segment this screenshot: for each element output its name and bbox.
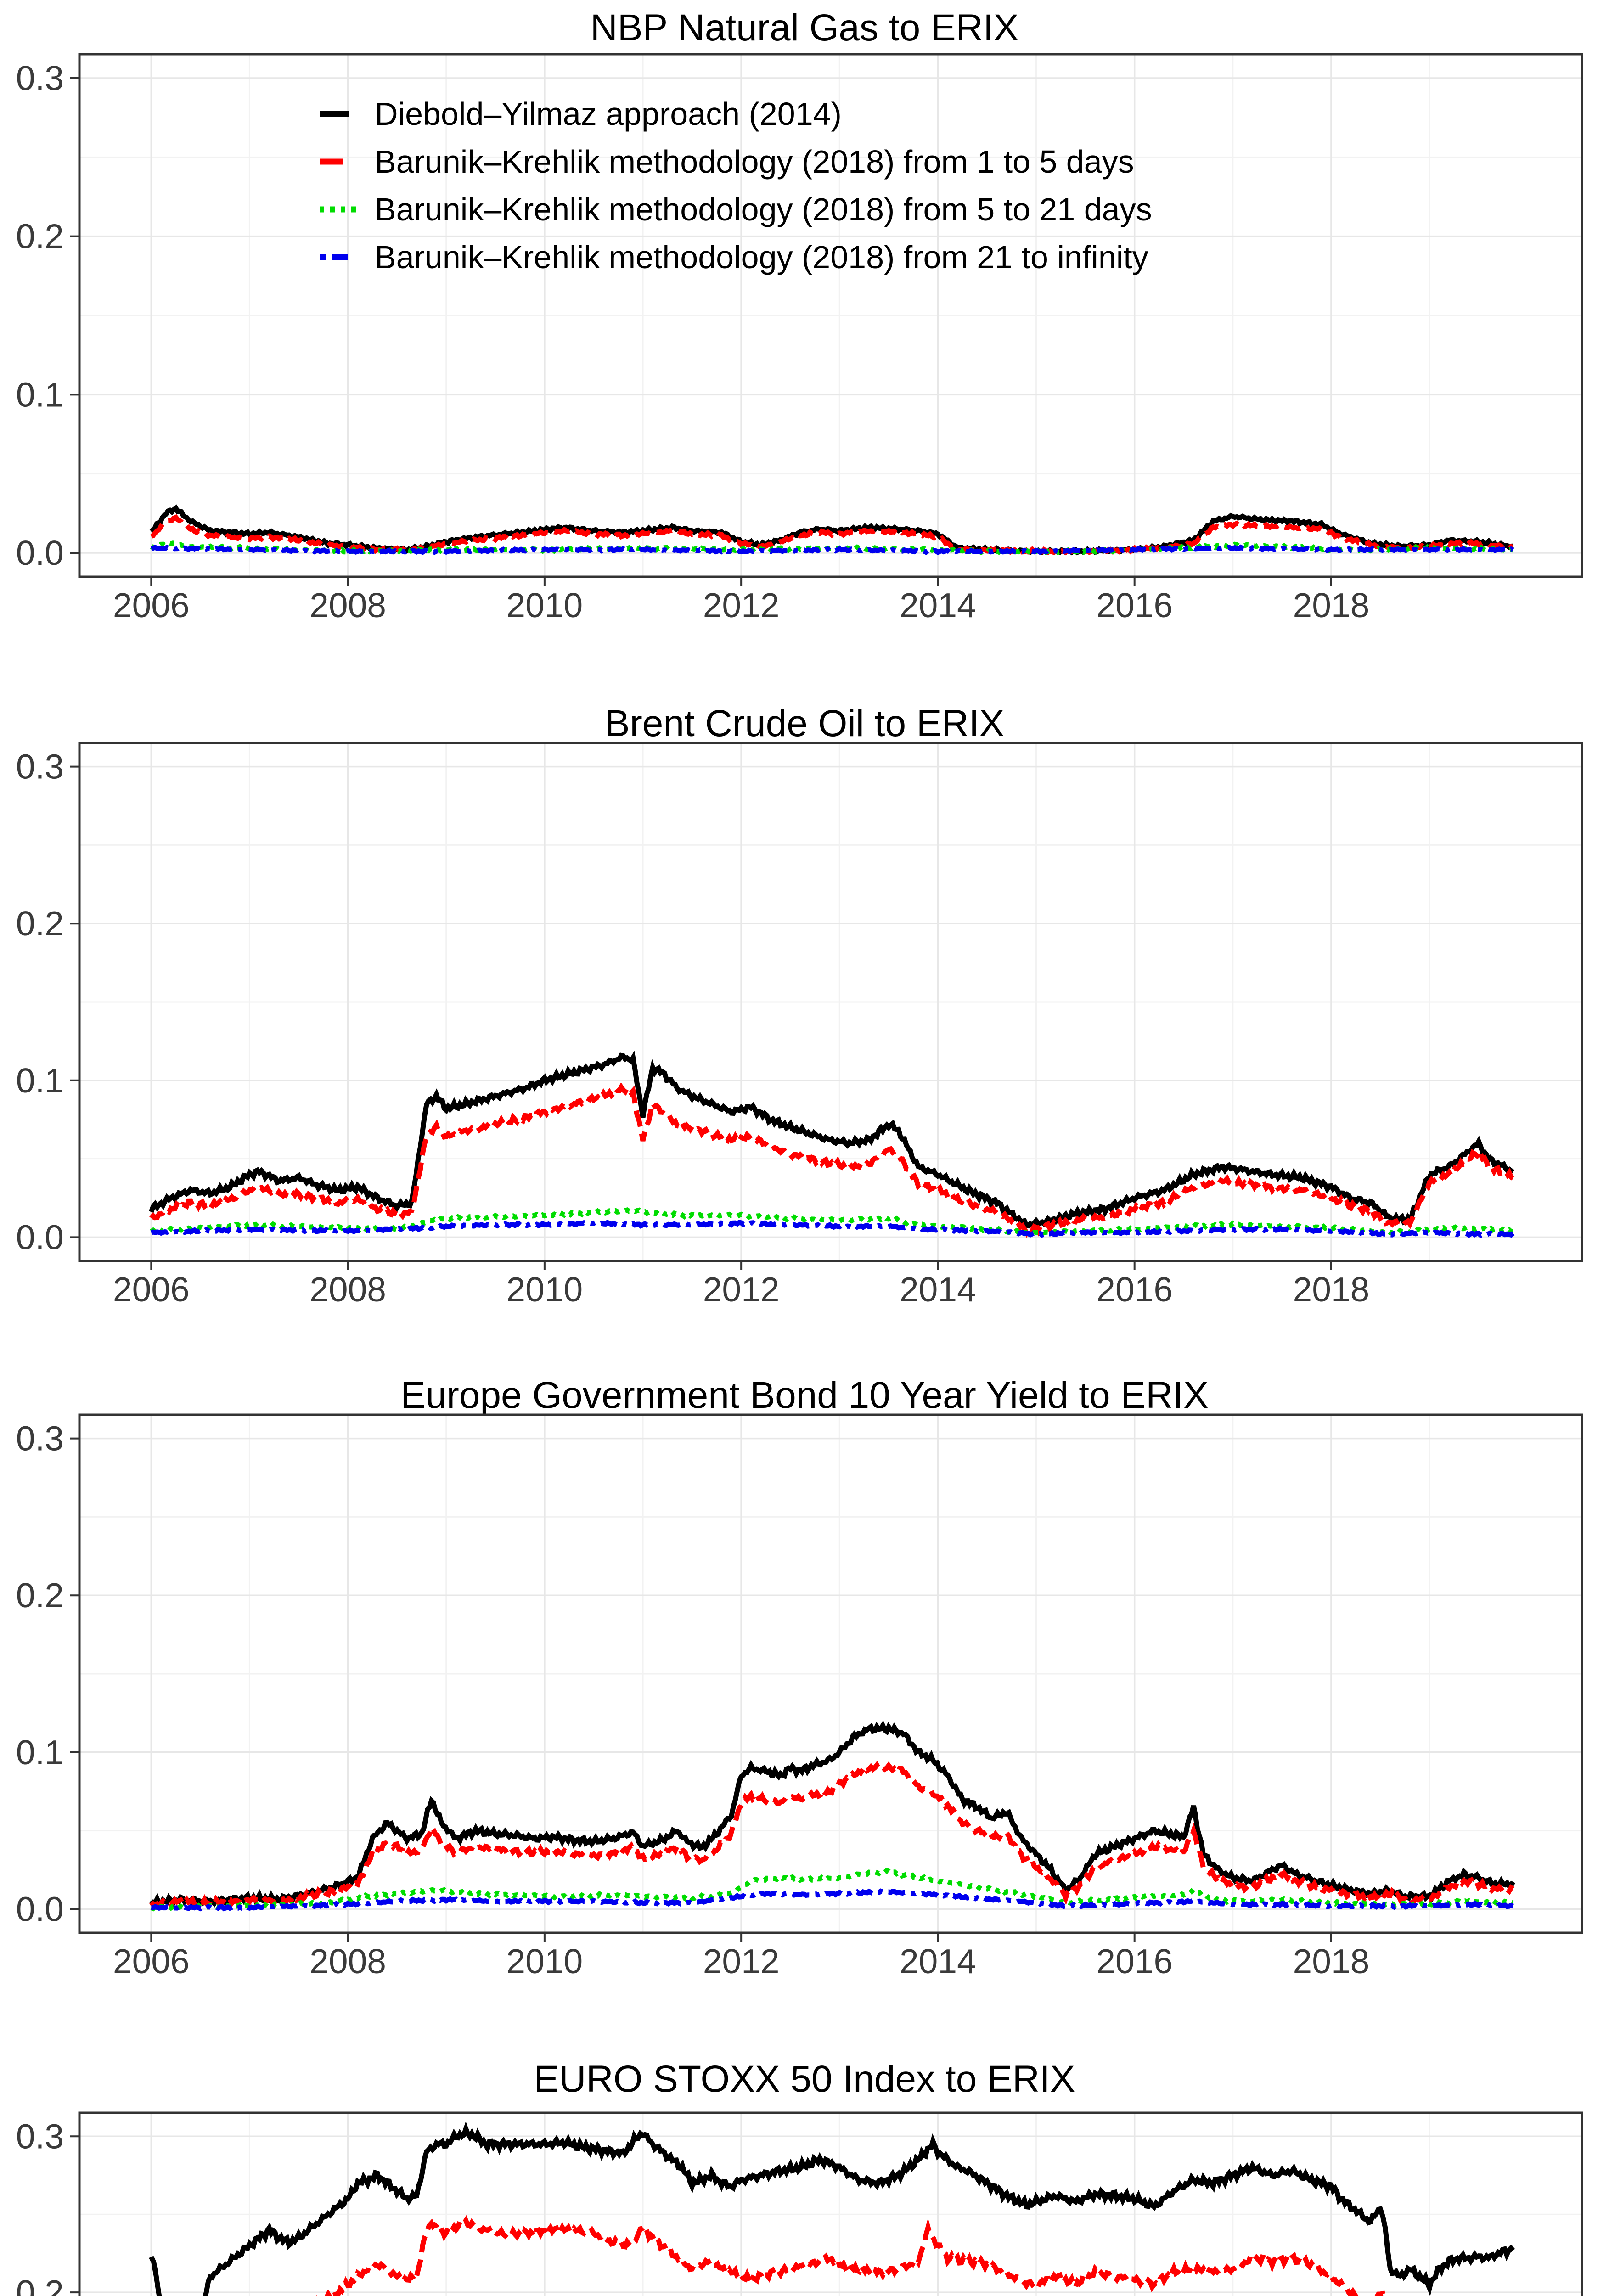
- legend-key-solid-black-line-icon: [320, 111, 349, 117]
- x-tick-label: 2006: [113, 1270, 190, 1309]
- x-tick-label: 2014: [900, 1270, 976, 1309]
- x-tick-label: 2016: [1096, 1270, 1173, 1309]
- series-bk-1-5-days: [315, 2215, 1386, 2296]
- x-tick-label: 2018: [1293, 1270, 1370, 1309]
- y-tick-label: 0.1: [16, 375, 64, 414]
- y-tick-label: 0.1: [16, 1061, 64, 1100]
- y-tick-label: 0.2: [16, 2273, 64, 2296]
- series-lines: [149, 504, 1514, 556]
- x-tick-label: 2008: [309, 1942, 386, 1981]
- series-bk-5-21-days: [150, 1868, 1514, 1912]
- gridlines: [79, 1415, 1582, 1933]
- series-bk-1-5-days: [149, 1761, 1515, 1910]
- legend-key-blue-dash-dot-line-icon: [320, 254, 358, 260]
- x-tick-label: 2010: [506, 1942, 583, 1981]
- y-tick-label: 0.2: [16, 217, 64, 256]
- axes: 2006 2008 2010 2012 2014 2016 2018 0.0 0.1 0.2 0.3: [16, 1413, 1583, 1981]
- series-diebold-yilmaz: [149, 1720, 1515, 1909]
- gridlines: [79, 2113, 1582, 2296]
- y-tick-label: 0.3: [16, 59, 64, 97]
- legend-item-bk-1-5-days: Barunik–Krehlik methodology (2018) from …: [316, 138, 1152, 186]
- legend-label: Barunik–Krehlik methodology (2018) from …: [375, 191, 1152, 227]
- series-bk-21-infinity: [151, 544, 1514, 555]
- plot-legend: Diebold–Yilmaz approach (2014) Barunik–K…: [316, 90, 1152, 281]
- europe-government-bond-plot: 2006 2008 2010 2012 2014 2016 2018 0.0 0.1 0.2 0.3: [16, 1413, 1583, 1981]
- legend-label: Barunik–Krehlik methodology (2018) from …: [375, 144, 1134, 180]
- axes: 2006 2008 2010 2012 2014 2016 2018 0.0 0.1 0.2 0.3: [16, 742, 1583, 1309]
- x-tick-label: 2016: [1096, 1942, 1173, 1981]
- y-tick-label: 0.1: [16, 1733, 64, 1772]
- x-tick-label: 2012: [703, 1942, 780, 1981]
- panel-title: Europe Government Bond 10 Year Yield to …: [400, 1374, 1209, 1416]
- panel-title: NBP Natural Gas to ERIX: [590, 7, 1019, 49]
- series-lines: [149, 1720, 1515, 1912]
- panel-europe-government-bond: Europe Government Bond 10 Year Yield to …: [0, 1344, 1609, 2015]
- series-bk-5-21-days: [150, 1207, 1513, 1237]
- x-tick-label: 2010: [506, 1270, 583, 1309]
- legend-item-bk-5-21-days: Barunik–Krehlik methodology (2018) from …: [316, 186, 1152, 233]
- brent-crude-oil-plot: 2006 2008 2010 2012 2014 2016 2018 0.0 0.1 0.2 0.3: [16, 742, 1583, 1309]
- panel-nbp-natural-gas: NBP Natural Gas to ERIX 2006 2008 2010 2012…: [0, 0, 1609, 672]
- series-bk-1-5-days: [150, 514, 1514, 556]
- series-lines: [149, 1051, 1515, 1238]
- panel-brent-crude-oil: Brent Crude Oil to ERIX 2006 2008 2010 2012…: [0, 672, 1609, 1344]
- y-tick-label: 0.0: [16, 534, 64, 572]
- panel-title: EURO STOXX 50 Index to ERIX: [534, 2058, 1075, 2100]
- legend-label: Barunik–Krehlik methodology (2018) from …: [375, 239, 1148, 275]
- x-tick-label: 2006: [113, 586, 190, 625]
- x-tick-label: 2018: [1293, 586, 1370, 625]
- axes: 2006 2008 2010 2012 2014 2016 2018 0.0 0.1 0.2 0.3: [16, 53, 1583, 625]
- panel-euro-stoxx-50: EURO STOXX 50 Index to ERIX 200620082010…: [0, 2015, 1609, 2296]
- x-tick-label: 2018: [1293, 1942, 1370, 1981]
- x-tick-label: 2010: [506, 586, 583, 625]
- series-diebold-yilmaz: [149, 1051, 1515, 1229]
- y-tick-label: 0.0: [16, 1218, 64, 1256]
- y-tick-label: 0.2: [16, 1576, 64, 1615]
- x-tick-label: 2014: [900, 586, 976, 625]
- x-tick-label: 2012: [703, 1270, 780, 1309]
- gridlines: [79, 54, 1582, 577]
- y-tick-label: 0.0: [16, 1890, 64, 1928]
- y-tick-label: 0.3: [16, 2117, 64, 2155]
- legend-item-diebold-yilmaz: Diebold–Yilmaz approach (2014): [316, 90, 1152, 138]
- x-tick-label: 2012: [703, 586, 780, 625]
- y-tick-label: 0.3: [16, 1419, 64, 1458]
- x-tick-label: 2016: [1096, 586, 1173, 625]
- series-bk-21-infinity: [150, 1219, 1515, 1238]
- series-bk-21-infinity: [151, 1888, 1514, 1912]
- x-tick-label: 2014: [900, 1942, 976, 1981]
- x-tick-label: 2008: [309, 1270, 386, 1309]
- legend-item-bk-21-infinity: Barunik–Krehlik methodology (2018) from …: [316, 233, 1152, 281]
- series-diebold-yilmaz: [149, 2121, 1515, 2296]
- nbp-natural-gas-plot: 2006 2008 2010 2012 2014 2016 2018 0.0 0.1 0.2 0.3: [16, 53, 1583, 625]
- y-tick-label: 0.2: [16, 904, 64, 943]
- x-tick-label: 2008: [309, 586, 386, 625]
- legend-key-green-dotted-line-icon: [320, 206, 358, 213]
- legend-label: Diebold–Yilmaz approach (2014): [375, 96, 842, 132]
- x-tick-label: 2006: [113, 1942, 190, 1981]
- y-tick-label: 0.3: [16, 748, 64, 786]
- legend-key-red-dashed-line-icon: [320, 158, 358, 165]
- series-lines: [149, 2121, 1515, 2296]
- series-bk-1-5-days: [149, 1082, 1514, 1238]
- panel-title: Brent Crude Oil to ERIX: [604, 703, 1005, 744]
